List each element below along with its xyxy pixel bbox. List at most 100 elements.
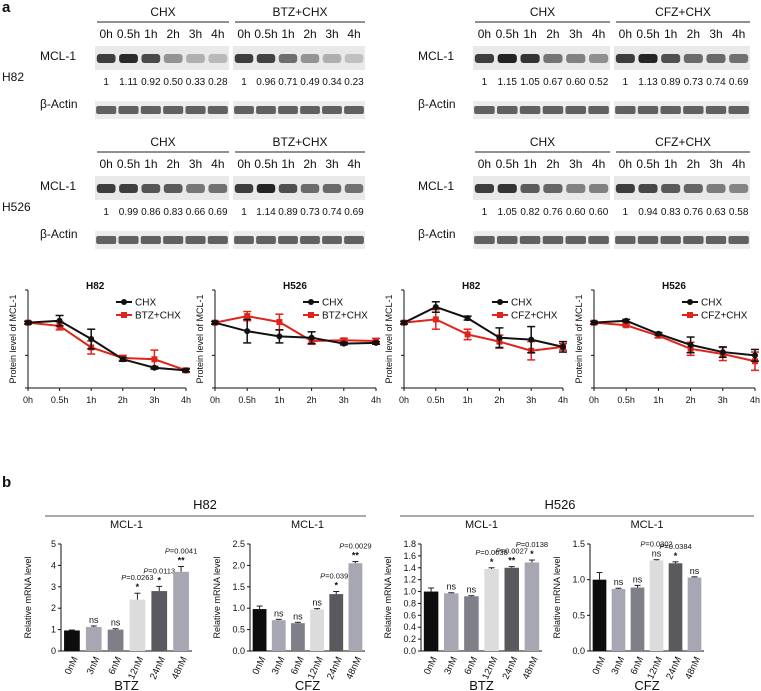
data-point <box>25 319 31 326</box>
bar <box>271 620 286 651</box>
data-point <box>88 336 95 342</box>
y-tick-label: 5 <box>51 539 56 549</box>
y-tick-label: 0.8 <box>403 598 416 608</box>
band-ratio: 0.83 <box>661 207 681 218</box>
timepoint-label: 0h <box>619 27 632 41</box>
mcl1-blot-box <box>614 46 750 70</box>
bar <box>310 609 324 651</box>
y-axis-label: Relative mRNA level <box>212 556 222 638</box>
timepoint-label: 4h <box>732 27 745 41</box>
actin-band <box>542 106 564 114</box>
x-tick-label: 48nM <box>683 655 703 681</box>
x-tick-label: 6nM <box>628 655 646 676</box>
timepoint-label: 3h <box>189 27 202 41</box>
p-value-label: P=0.0391 <box>320 572 352 581</box>
y-tick-label: 0.6 <box>403 610 416 620</box>
actin-band <box>728 106 749 114</box>
bar <box>484 568 499 651</box>
band-ratio: 0.74 <box>706 77 726 88</box>
actin-band <box>474 236 495 244</box>
legend-marker <box>121 299 127 305</box>
y-axis-label: Protein level of MCL-1 <box>195 294 205 383</box>
line-chart: 0h 0.5h 1h 2h 3h 4h Protein level of MCL-1 H82 C… <box>8 281 191 405</box>
band-ratio: 0.69 <box>344 207 364 218</box>
band-ratio: 1.11 <box>119 77 138 88</box>
data-point <box>623 322 630 329</box>
timepoint-label: 1h <box>523 157 536 171</box>
y-tick-label: 0.5 <box>232 625 245 635</box>
actin-band <box>705 236 727 244</box>
mcl1-band <box>661 54 681 63</box>
actin-band <box>542 236 564 244</box>
actin-band <box>615 106 636 114</box>
mcl1-band <box>344 54 364 63</box>
series-line <box>214 321 377 345</box>
mcl1-band <box>96 184 116 193</box>
timepoint-label: 4h <box>211 157 224 171</box>
actin-band <box>705 106 727 114</box>
y-tick-label: 2.0 <box>232 560 245 570</box>
band-ratio: 1 <box>482 77 488 88</box>
actin-band <box>496 236 518 244</box>
actin-band <box>118 236 139 244</box>
y-tick-label: 0.0 <box>232 646 245 656</box>
mcl1-band <box>638 54 658 63</box>
band-ratio: 0.92 <box>141 77 161 88</box>
x-tick-label: 1h <box>86 395 96 405</box>
x-tick-label: 1h <box>463 395 473 405</box>
timepoint-label: 4h <box>347 157 360 171</box>
y-tick-label: 1.4 <box>403 563 416 573</box>
x-tick-label: 6nM <box>107 655 125 676</box>
data-point <box>655 330 662 337</box>
timepoint-label: 4h <box>592 157 605 171</box>
timepoint-label: 0h <box>99 157 112 171</box>
mcl1-blot-box <box>233 46 365 70</box>
y-tick-label: 4 <box>51 560 56 570</box>
actin-band <box>683 106 704 114</box>
timepoint-label: 2h <box>546 27 559 41</box>
timepoint-label: 2h <box>546 157 559 171</box>
treatment-label: CHX <box>150 5 175 19</box>
actin-blot-box <box>233 101 365 119</box>
blot-panel: MCL-1 β-Actin H82 CHX 0h 1 0.5h 1.11 1h 0.92 2h 0.5… <box>2 5 365 119</box>
cell-line-label: H82 <box>2 70 24 84</box>
mcl1-band <box>163 54 183 63</box>
band-ratio: 0.96 <box>256 77 276 88</box>
actin-blot-box <box>233 231 365 249</box>
bar-chart: 0 1 2 3 4 5 Relative mRNA level MCL-1 0nM ns 3nM ns… <box>23 519 197 691</box>
actin-band <box>256 236 276 244</box>
chart-title: MCL-1 <box>630 519 663 531</box>
band-ratio: 0.52 <box>589 77 609 88</box>
data-point <box>308 334 315 341</box>
actin-band <box>496 106 518 114</box>
mcl1-band <box>566 54 586 63</box>
mcl1-band <box>300 184 320 193</box>
actin-blot-box <box>614 101 750 119</box>
band-ratio: 0.49 <box>300 77 320 88</box>
significance-label: ns <box>312 598 322 608</box>
actin-band <box>96 236 117 244</box>
actin-band <box>207 106 228 114</box>
x-tick-label: 3nM <box>270 655 288 676</box>
panel-label-a: a <box>2 0 11 16</box>
x-tick-label: 0nM <box>422 655 440 676</box>
data-point <box>276 319 283 326</box>
actin-band <box>163 106 184 114</box>
series-line <box>403 305 564 348</box>
legend-label: BTZ+CHX <box>322 311 368 322</box>
band-ratio: 0.89 <box>278 207 298 218</box>
blot-row-label-mcl1: MCL-1 <box>418 179 454 193</box>
band-ratio: 1 <box>103 77 109 88</box>
timepoint-label: 0h <box>237 27 250 41</box>
legend-marker <box>497 299 503 305</box>
significance-label: ns <box>467 585 477 595</box>
data-point <box>496 334 503 341</box>
mcl1-band <box>141 184 161 193</box>
significance-label: * <box>490 557 494 567</box>
band-ratio: 1.05 <box>520 77 540 88</box>
significance-label: * <box>136 582 140 592</box>
timepoint-label: 2h <box>687 27 700 41</box>
chart-title: MCL-1 <box>291 519 324 531</box>
timepoint-label: 0.5h <box>254 157 277 171</box>
p-value-label: P=0.0138 <box>516 540 548 549</box>
